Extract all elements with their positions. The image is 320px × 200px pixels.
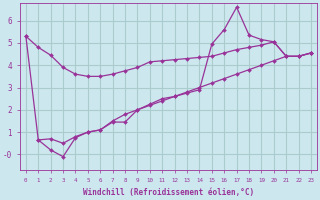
X-axis label: Windchill (Refroidissement éolien,°C): Windchill (Refroidissement éolien,°C)	[83, 188, 254, 197]
